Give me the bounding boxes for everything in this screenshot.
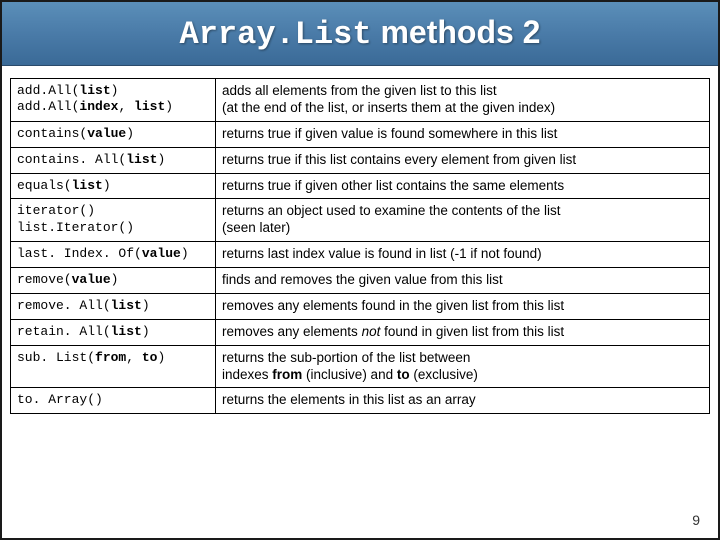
method-cell: remove(value) — [11, 268, 216, 294]
method-cell: contains(value) — [11, 121, 216, 147]
description-cell: returns true if given other list contain… — [216, 173, 710, 199]
description-cell: returns an object used to examine the co… — [216, 199, 710, 242]
description-cell: adds all elements from the given list to… — [216, 79, 710, 122]
table-row: equals(list)returns true if given other … — [11, 173, 710, 199]
method-cell: sub. List(from, to) — [11, 345, 216, 388]
table-row: remove. All(list)removes any elements fo… — [11, 293, 710, 319]
table-row: contains. All(list)returns true if this … — [11, 147, 710, 173]
method-cell: remove. All(list) — [11, 293, 216, 319]
title-bar: Array.List methods 2 — [2, 2, 718, 66]
description-cell: returns true if given value is found som… — [216, 121, 710, 147]
description-cell: returns the elements in this list as an … — [216, 388, 710, 414]
table-row: sub. List(from, to)returns the sub-porti… — [11, 345, 710, 388]
table-row: remove(value)finds and removes the given… — [11, 268, 710, 294]
methods-table: add.All(list)add.All(index, list)adds al… — [10, 78, 710, 414]
description-cell: removes any elements found in the given … — [216, 293, 710, 319]
description-cell: returns the sub-portion of the list betw… — [216, 345, 710, 388]
method-cell: add.All(list)add.All(index, list) — [11, 79, 216, 122]
table-row: contains(value)returns true if given val… — [11, 121, 710, 147]
method-cell: retain. All(list) — [11, 319, 216, 345]
method-cell: to. Array() — [11, 388, 216, 414]
description-cell: returns true if this list contains every… — [216, 147, 710, 173]
title-text: methods 2 — [372, 14, 541, 50]
title-code: Array.List — [180, 16, 372, 53]
table-row: to. Array()returns the elements in this … — [11, 388, 710, 414]
page-number: 9 — [692, 512, 700, 528]
table-row: retain. All(list)removes any elements no… — [11, 319, 710, 345]
description-cell: removes any elements not found in given … — [216, 319, 710, 345]
table-row: iterator()list.Iterator()returns an obje… — [11, 199, 710, 242]
page-title: Array.List methods 2 — [180, 14, 541, 53]
method-cell: contains. All(list) — [11, 147, 216, 173]
table-row: add.All(list)add.All(index, list)adds al… — [11, 79, 710, 122]
description-cell: finds and removes the given value from t… — [216, 268, 710, 294]
method-cell: equals(list) — [11, 173, 216, 199]
method-cell: iterator()list.Iterator() — [11, 199, 216, 242]
table-row: last. Index. Of(value)returns last index… — [11, 242, 710, 268]
description-cell: returns last index value is found in lis… — [216, 242, 710, 268]
method-cell: last. Index. Of(value) — [11, 242, 216, 268]
